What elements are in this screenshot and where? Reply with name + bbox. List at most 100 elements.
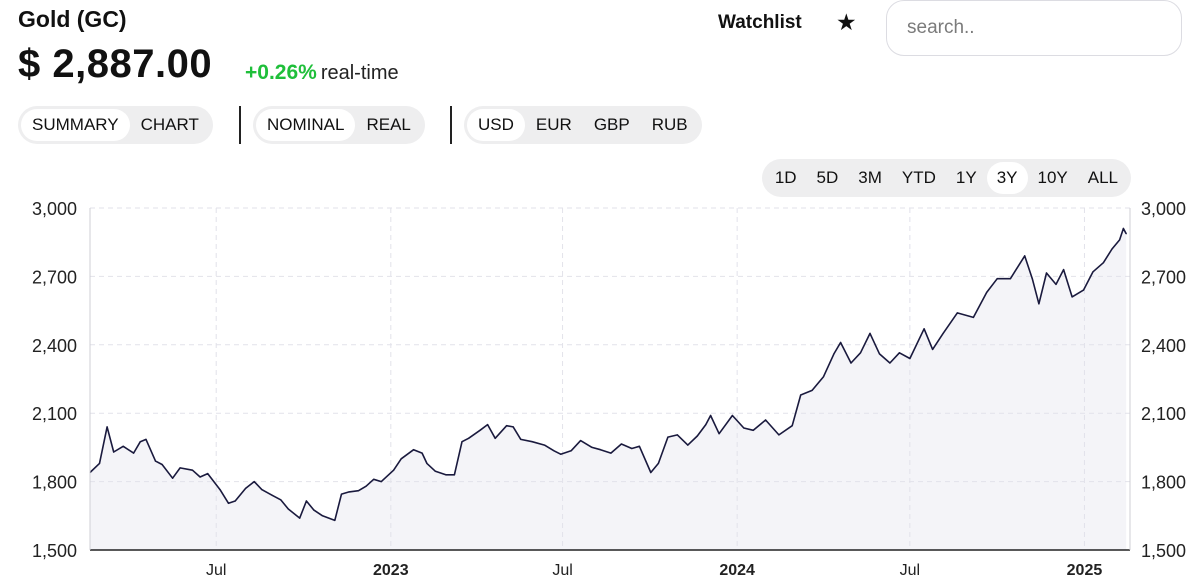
price-data-point xyxy=(778,434,780,436)
price-data-point xyxy=(1024,255,1026,257)
price-data-point xyxy=(791,425,793,427)
currency-tab-group: USD EUR GBP RUB xyxy=(464,106,702,144)
price-data-point xyxy=(1111,248,1113,250)
tab-real[interactable]: REAL xyxy=(366,115,411,134)
tab-range-10y[interactable]: 10Y xyxy=(1037,168,1068,187)
price-chart: 3,000 3,000 2,700 2,700 2,400 2,400 2,100 2,100… xyxy=(32,199,1186,579)
tab-currency-gbp[interactable]: GBP xyxy=(593,115,630,134)
price-data-point xyxy=(833,353,835,355)
price-data-point xyxy=(506,425,508,427)
price-data-point xyxy=(667,436,669,438)
price-data-point xyxy=(869,332,871,334)
star-icon[interactable]: ★ xyxy=(836,9,857,35)
price-change-group: +0.26% real-time xyxy=(245,61,399,85)
tab-range-ytd[interactable]: YTD xyxy=(901,168,936,187)
price-data-point xyxy=(512,426,514,428)
tab-currency-eur[interactable]: EUR xyxy=(535,115,572,134)
price-data-point xyxy=(1038,303,1040,305)
x-tick-label: Jul xyxy=(206,562,226,579)
price-data-point xyxy=(811,389,813,391)
price-value: $ 2,887.00 xyxy=(18,42,213,86)
y-tick-label-right: 3,000 xyxy=(1141,199,1186,219)
price-data-point xyxy=(850,362,852,364)
watchlist-label[interactable]: Watchlist xyxy=(718,12,802,33)
price-data-point xyxy=(172,477,174,479)
price-data-point xyxy=(996,278,998,280)
y-tick-label-left: 2,400 xyxy=(32,336,77,356)
price-data-point xyxy=(434,470,436,472)
tab-range-1y[interactable]: 1Y xyxy=(955,168,977,187)
price-data-point xyxy=(113,451,115,453)
x-tick-label: 2025 xyxy=(1067,562,1103,579)
price-data-point xyxy=(676,434,679,436)
price-data-point xyxy=(620,443,623,445)
tab-range-1d[interactable]: 1D xyxy=(774,168,797,187)
x-tick-label: 2024 xyxy=(719,562,755,579)
tab-currency-usd[interactable]: USD xyxy=(467,109,525,141)
price-data-point xyxy=(287,508,289,510)
price-data-point xyxy=(305,500,307,502)
price-data-point xyxy=(932,348,934,350)
tab-range-3m[interactable]: 3M xyxy=(858,168,882,187)
price-data-point xyxy=(253,481,255,483)
price-data-point xyxy=(942,332,944,334)
price-data-point xyxy=(570,450,572,452)
tab-nominal[interactable]: NOMINAL xyxy=(256,109,356,141)
price-data-point xyxy=(348,491,350,493)
price-data-point xyxy=(1071,296,1073,298)
tab-range-all[interactable]: ALL xyxy=(1087,168,1118,187)
price-data-point xyxy=(1055,283,1057,285)
price-data-point xyxy=(340,493,343,495)
price-data-point xyxy=(453,474,455,476)
price-data-point xyxy=(800,394,802,396)
price-data-point xyxy=(986,291,988,293)
price-data-point xyxy=(718,433,720,435)
price-data-point xyxy=(179,467,181,469)
price-data-point xyxy=(859,352,862,354)
price-data-point xyxy=(154,460,157,462)
price-data-point xyxy=(445,474,447,476)
price-data-point xyxy=(199,476,201,478)
instrument-title: Gold (GC) xyxy=(18,6,127,32)
price-data-point xyxy=(413,449,415,451)
price-data-point xyxy=(657,462,660,464)
tab-currency-rub[interactable]: RUB xyxy=(651,115,688,134)
price-data-point xyxy=(822,376,825,378)
price-data-point xyxy=(1102,262,1104,264)
price-data-point xyxy=(1119,239,1121,241)
price-data-point xyxy=(357,490,360,492)
price-data-point xyxy=(280,499,282,501)
price-data-point xyxy=(520,438,522,440)
price-data-point xyxy=(106,426,108,428)
price-data-point xyxy=(400,458,402,460)
x-tick-label: Jul xyxy=(552,562,572,579)
price-data-point xyxy=(580,440,582,442)
price-data-point xyxy=(145,438,147,440)
price-data-point xyxy=(461,441,463,443)
tab-chart[interactable]: CHART xyxy=(140,115,199,134)
price-data-point xyxy=(468,437,470,439)
tab-range-3y[interactable]: 3Y xyxy=(986,162,1028,194)
price-data-point xyxy=(245,487,247,489)
range-tab-group: 1D 5D 3M YTD 1Y 3Y 10Y ALL xyxy=(761,159,1131,197)
price-area-fill xyxy=(90,228,1127,550)
price-data-point xyxy=(1125,233,1127,235)
price-data-point xyxy=(321,515,324,517)
price-data-point xyxy=(599,449,602,451)
price-data-point xyxy=(1031,278,1033,280)
y-tick-label-right: 1,800 xyxy=(1141,473,1186,493)
y-tick-label-right: 2,700 xyxy=(1141,267,1186,287)
price-data-point xyxy=(479,429,481,431)
search-input[interactable] xyxy=(886,0,1182,56)
price-data-point xyxy=(743,427,745,429)
tab-range-5d[interactable]: 5D xyxy=(816,168,839,187)
price-data-point xyxy=(638,445,641,447)
view-tab-group: SUMMARY CHART xyxy=(18,106,213,144)
mode-tab-group: NOMINAL REAL xyxy=(253,106,425,144)
tab-summary[interactable]: SUMMARY xyxy=(21,109,130,141)
price-data-point xyxy=(421,452,423,454)
price-data-point xyxy=(334,519,336,521)
price-data-point xyxy=(393,469,395,471)
price-data-point xyxy=(494,437,496,439)
price-change-percent: +0.26% xyxy=(245,61,317,84)
